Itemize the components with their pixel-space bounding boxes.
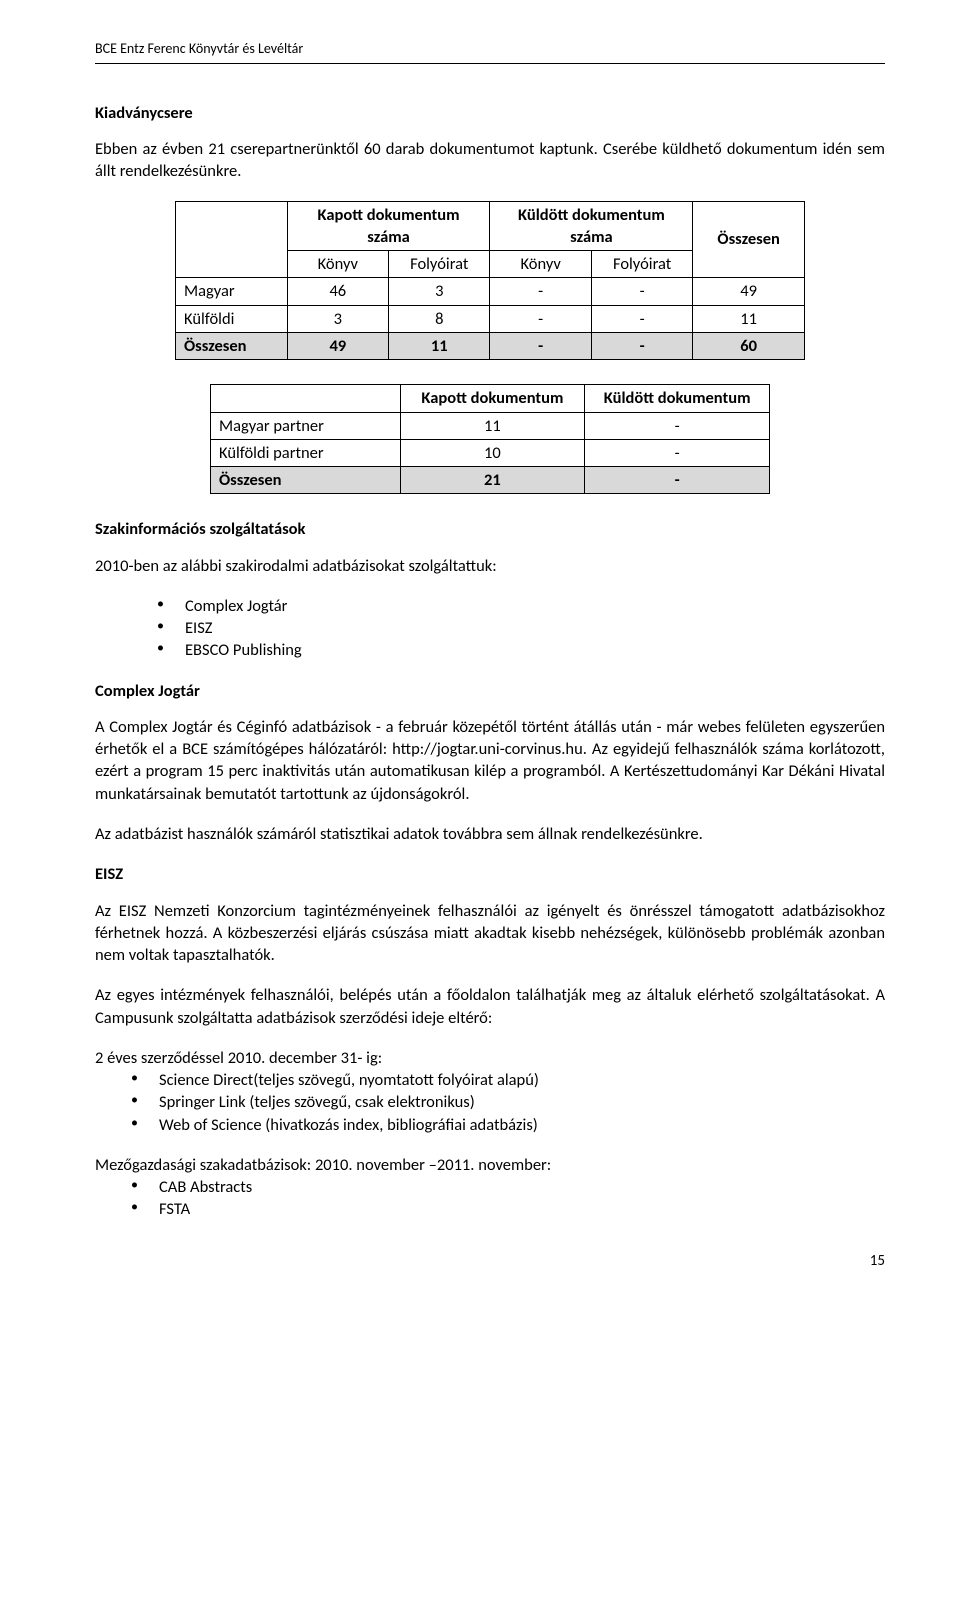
- complex-jogtar-p1: A Complex Jogtár és Céginfó adatbázisok …: [95, 716, 885, 805]
- cell: 3: [287, 305, 388, 332]
- th-kuldott: Küldött dokumentum: [585, 385, 770, 412]
- section-title-kiadvanycsere: Kiadványcsere: [95, 102, 885, 124]
- cell: 60: [693, 333, 805, 360]
- cell: 11: [400, 412, 585, 439]
- cell: 46: [287, 278, 388, 305]
- cell: -: [585, 467, 770, 494]
- bullet-list-agro: CAB Abstracts FSTA: [95, 1176, 885, 1221]
- eisz-p1: Az EISZ Nemzeti Konzorcium tagintézménye…: [95, 900, 885, 967]
- row-label: Külföldi: [176, 305, 288, 332]
- cell: -: [591, 333, 692, 360]
- cell: 49: [287, 333, 388, 360]
- list-item: FSTA: [95, 1198, 885, 1220]
- table-row: Külföldi 3 8 - - 11: [176, 305, 805, 332]
- table-row: Magyar 46 3 - - 49: [176, 278, 805, 305]
- szakinfo-line: 2010-ben az alábbi szakirodalmi adatbázi…: [95, 555, 885, 577]
- section-title-szakinfo: Szakinformációs szolgáltatások: [95, 518, 885, 540]
- row-label: Magyar partner: [211, 412, 401, 439]
- table-row: Magyar partner 11 -: [211, 412, 770, 439]
- list-item: Springer Link (teljes szövegű, csak elek…: [95, 1091, 885, 1113]
- section-title-eisz: EISZ: [95, 863, 885, 885]
- th-kapott: Kapott dokumentum száma: [287, 201, 490, 251]
- th-kapott: Kapott dokumentum: [400, 385, 585, 412]
- list-item: Science Direct(teljes szövegű, nyomtatot…: [95, 1069, 885, 1091]
- sublist-2-label: Mezőgazdasági szakadatbázisok: 2010. nov…: [95, 1154, 885, 1176]
- cell: 49: [693, 278, 805, 305]
- list-item: CAB Abstracts: [95, 1176, 885, 1198]
- cell: 21: [400, 467, 585, 494]
- page-header: BCE Entz Ferenc Könyvtár és Levéltár: [95, 40, 885, 64]
- eisz-p2: Az egyes intézmények felhasználói, belép…: [95, 984, 885, 1029]
- bullet-list-databases: Complex Jogtár EISZ EBSCO Publishing: [95, 595, 885, 662]
- th-kuldott: Küldött dokumentum száma: [490, 201, 693, 251]
- table-total-row: Összesen 21 -: [211, 467, 770, 494]
- th-konyv: Könyv: [287, 251, 388, 278]
- th-folyoirat-2: Folyóirat: [591, 251, 692, 278]
- bullet-list-2yr: Science Direct(teljes szövegű, nyomtatot…: [95, 1069, 885, 1136]
- row-label: Külföldi partner: [211, 439, 401, 466]
- list-item: Complex Jogtár: [95, 595, 885, 617]
- complex-jogtar-p2: Az adatbázist használók számáról statisz…: [95, 823, 885, 845]
- cell: -: [490, 333, 591, 360]
- th-folyoirat: Folyóirat: [389, 251, 490, 278]
- cell: 11: [389, 333, 490, 360]
- cell: -: [585, 439, 770, 466]
- cell: -: [585, 412, 770, 439]
- cell: -: [490, 278, 591, 305]
- table-row: Külföldi partner 10 -: [211, 439, 770, 466]
- table-partners: Kapott dokumentum Küldött dokumentum Mag…: [210, 384, 770, 494]
- th-osszesen: Összesen: [693, 201, 805, 278]
- th-konyv-2: Könyv: [490, 251, 591, 278]
- cell: 3: [389, 278, 490, 305]
- row-label: Összesen: [176, 333, 288, 360]
- sublist-1-label: 2 éves szerződéssel 2010. december 31- i…: [95, 1047, 885, 1069]
- cell: 10: [400, 439, 585, 466]
- list-item: EBSCO Publishing: [95, 639, 885, 661]
- intro-paragraph: Ebben az évben 21 cserepartnerünktől 60 …: [95, 138, 885, 183]
- cell: 8: [389, 305, 490, 332]
- row-label: Magyar: [176, 278, 288, 305]
- list-item: EISZ: [95, 617, 885, 639]
- cell: 11: [693, 305, 805, 332]
- cell: -: [591, 305, 692, 332]
- table-total-row: Összesen 49 11 - - 60: [176, 333, 805, 360]
- cell: -: [490, 305, 591, 332]
- list-item: Web of Science (hivatkozás index, biblio…: [95, 1114, 885, 1136]
- section-title-complex-jogtar: Complex Jogtár: [95, 680, 885, 702]
- table-docs-by-origin: Kapott dokumentum száma Küldött dokument…: [175, 201, 805, 361]
- page-number: 15: [95, 1251, 885, 1271]
- row-label: Összesen: [211, 467, 401, 494]
- cell: -: [591, 278, 692, 305]
